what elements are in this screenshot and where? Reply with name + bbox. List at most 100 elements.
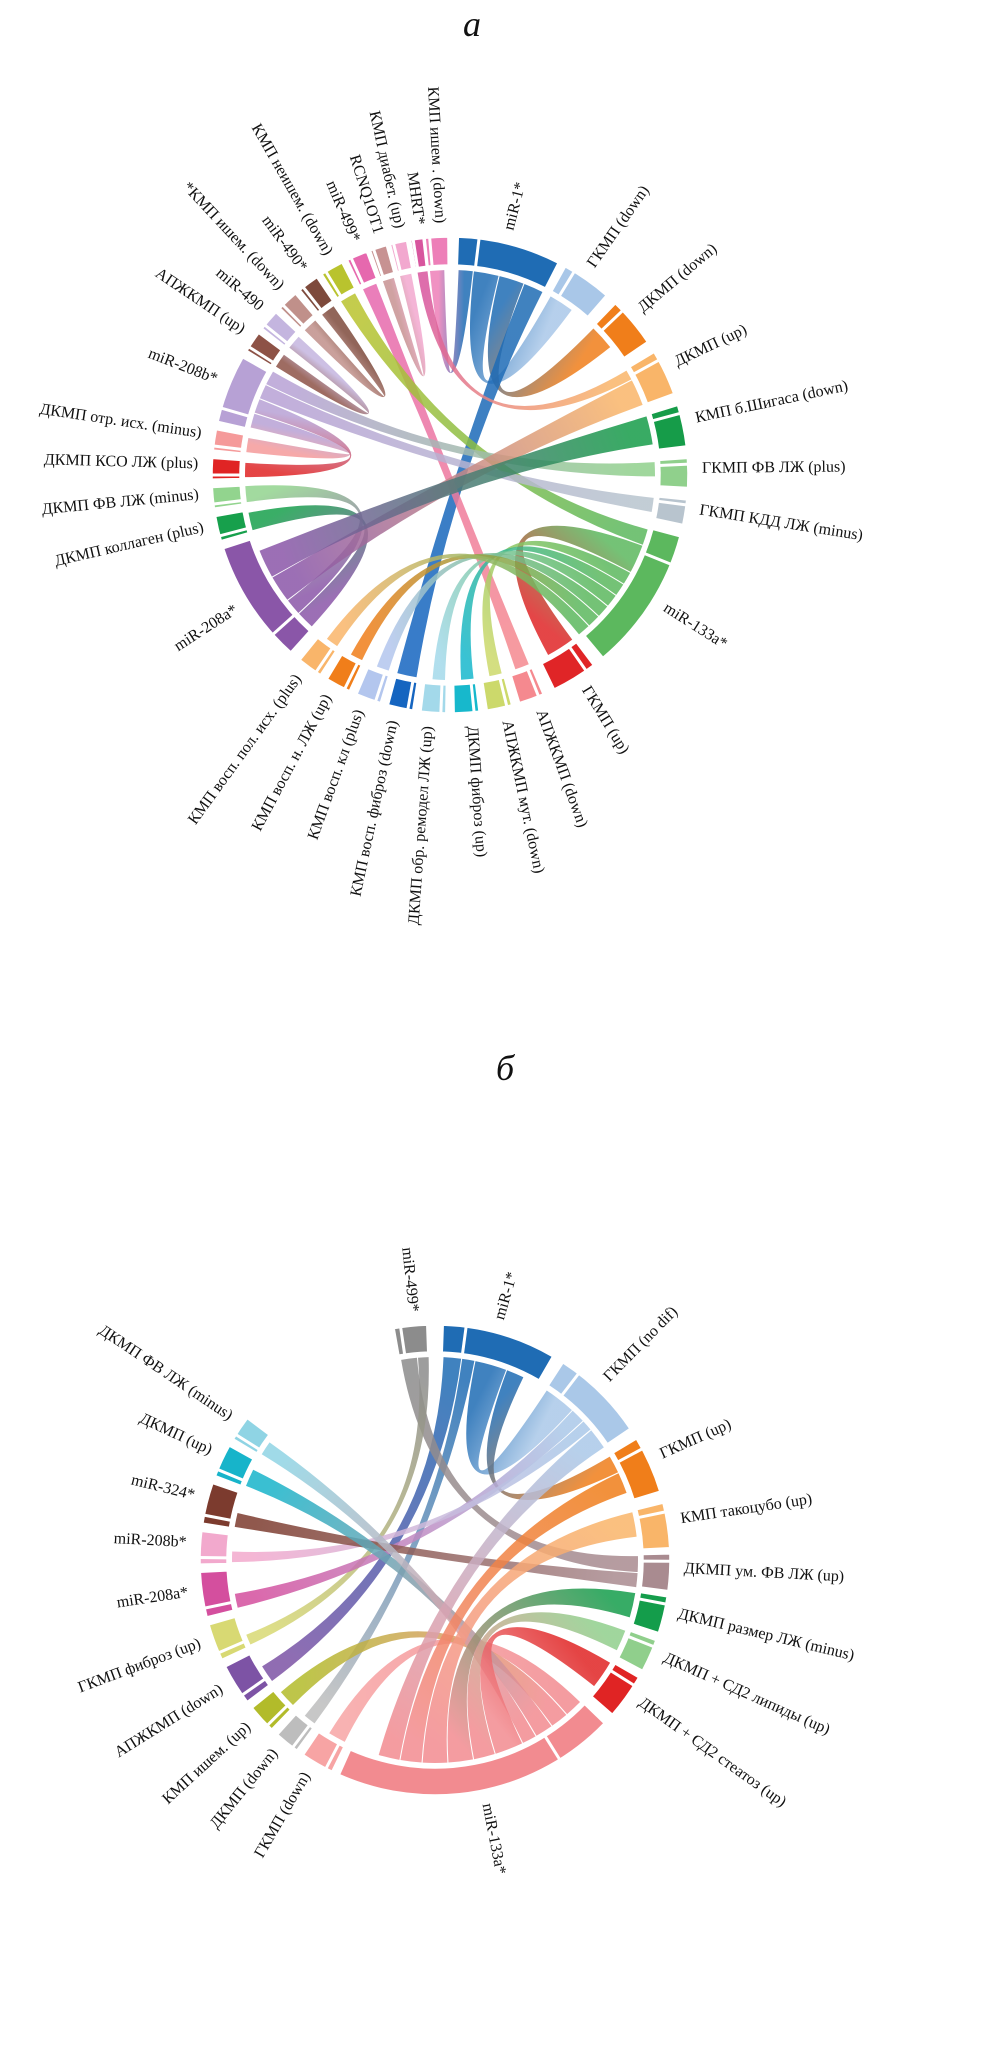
segment-label: miR-499* — [398, 1246, 422, 1312]
segment-notch — [637, 1510, 667, 1520]
segment-notch — [658, 462, 689, 468]
arc-segment — [590, 1662, 640, 1716]
segment-label: miR-133a* — [660, 599, 730, 652]
segment-label: miR-208a* — [171, 601, 241, 654]
segment-label: ДКМП КСО ЛЖ (plus) — [44, 451, 199, 472]
segment-notch — [469, 682, 476, 713]
arc-segment — [251, 1689, 292, 1731]
arc-segment — [321, 261, 356, 299]
segment-notch — [217, 1640, 246, 1655]
arc-segment — [246, 332, 283, 367]
segment-notch — [391, 242, 402, 273]
segment-notch — [638, 1597, 668, 1606]
segment-notch — [526, 668, 541, 698]
segment-notch — [343, 661, 360, 691]
segment-notch — [543, 1734, 562, 1761]
segment-notch — [234, 1432, 261, 1451]
segment-notch — [406, 680, 415, 711]
arc-segment — [441, 1324, 554, 1381]
arc-segment — [393, 1324, 429, 1357]
chord-ribbon — [378, 1430, 604, 1760]
segment-label: ДКМП ФВ ЛЖ (minus) — [41, 486, 200, 518]
segment-notch — [203, 1600, 233, 1610]
panel-title: а — [463, 4, 481, 44]
segment-label: КМП восп. пол. исх. (plus) — [185, 671, 305, 827]
arc-segment — [202, 1482, 240, 1529]
arc-segment — [276, 1713, 314, 1752]
segment-label: ДКМП обр. ремодел ЛЖ (up) — [406, 725, 437, 925]
chord-ribbon — [400, 1473, 627, 1763]
chord-ribbon — [329, 1638, 581, 1742]
chord-ribbon — [266, 371, 655, 477]
chord-ribbon — [304, 306, 386, 398]
arc-segment — [199, 1570, 235, 1618]
segment-label: КМП б.Шигаса (down) — [694, 378, 850, 427]
chord-diagram-b: miR-499* miR-1* ГКМП (no dif) ГКМП (up) КМП … — [76, 1048, 856, 1876]
arc-segment — [299, 637, 337, 676]
segment-label: ГКМП КДД ЛЖ (minus) — [698, 502, 864, 545]
arc-segment — [346, 251, 378, 287]
segment-notch — [349, 256, 365, 286]
chord-ribbon — [487, 276, 611, 398]
segment-label: ДКМП фиброз (up) — [464, 725, 490, 857]
arc-segment — [617, 1630, 657, 1672]
arc-segment — [510, 667, 544, 704]
chord-ribbon — [304, 1358, 475, 1724]
segment-label: ГКМП фиброз (up) — [76, 1635, 203, 1696]
arc-segment — [302, 1731, 345, 1773]
segment-label: ГКМП ФВ ЛЖ (plus) — [702, 459, 846, 477]
segment-notch — [324, 270, 343, 298]
segment-notch — [291, 1723, 312, 1749]
segment-notch — [203, 1513, 233, 1522]
segment-notch — [281, 303, 305, 327]
arc-segment — [550, 265, 608, 318]
arc-segment — [612, 1437, 661, 1501]
segment-notch — [600, 309, 625, 332]
segment-notch — [557, 270, 576, 298]
panel-title: б — [496, 1048, 516, 1088]
segment-label: КМП неишем. (down) — [248, 121, 336, 258]
segment-label: ДКМП отр. исх. (minus) — [38, 401, 202, 442]
segment-notch — [657, 499, 688, 507]
chord-ribbon — [234, 1512, 638, 1588]
segment-notch — [609, 1669, 636, 1688]
segment-label: ДКМП размер ЛЖ (minus) — [676, 1605, 856, 1664]
chord-ribbon — [469, 271, 572, 384]
segment-notch — [301, 285, 323, 312]
segment-label: ГКМП (up) — [578, 683, 632, 757]
segment-notch — [632, 358, 661, 376]
segment-notch — [324, 1742, 341, 1770]
arc-segment — [279, 292, 315, 329]
chord-ribbon — [467, 1612, 626, 1760]
arc-segment — [224, 1653, 270, 1703]
chord-ribbon — [246, 1357, 429, 1645]
segment-label: ГКМП (up) — [657, 1416, 734, 1463]
segment-notch — [373, 673, 387, 703]
chord-ribbon — [259, 385, 654, 513]
segment-notch — [263, 323, 289, 345]
segment-label: miR-1* — [501, 180, 530, 232]
arc-segment — [356, 667, 390, 704]
segment-label: ДКМП (down) — [635, 240, 721, 316]
segment-label: miR-133a* — [479, 1802, 509, 1876]
segment-notch — [626, 1634, 655, 1649]
arc-segment — [338, 1703, 606, 1796]
segment-label: АПЖКМП мут. (down) — [498, 719, 547, 875]
segment-notch — [240, 1677, 267, 1697]
segment-notch — [411, 238, 420, 269]
arc-segment — [658, 457, 689, 489]
arc-segment — [326, 653, 363, 692]
arc-segment — [214, 1445, 255, 1487]
chord-ribbon — [466, 1361, 572, 1475]
arc-segment — [594, 302, 649, 359]
arc-segment — [456, 236, 560, 289]
chord-ribbon — [234, 1410, 583, 1608]
chord-ribbon — [447, 1588, 636, 1763]
chord-ribbon — [246, 413, 351, 459]
segment-label: ДКМП ум. ФВ ЛЖ (up) — [683, 1560, 844, 1585]
arc-segment — [299, 276, 334, 313]
segment-label: ГКМП (down) — [584, 183, 653, 271]
arc-segment — [199, 1530, 230, 1565]
arc-segment — [208, 1616, 248, 1661]
